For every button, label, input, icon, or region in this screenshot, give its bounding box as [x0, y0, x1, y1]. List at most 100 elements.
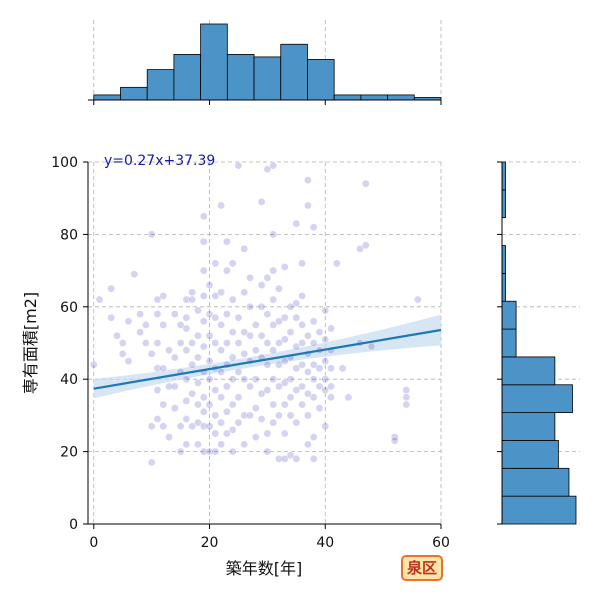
- scatter-point: [252, 346, 260, 355]
- scatter-point: [263, 310, 272, 318]
- right-hist-bar: [501, 272, 506, 302]
- scatter-point: [309, 393, 318, 402]
- top-hist-bar: [253, 56, 282, 101]
- scatter-point: [292, 342, 301, 351]
- scatter-point: [171, 382, 179, 391]
- scatter-point: [269, 346, 277, 355]
- scatter-point: [257, 302, 266, 311]
- scatter-point: [402, 400, 411, 409]
- scatter-point: [327, 324, 335, 333]
- scatter-point: [194, 331, 202, 340]
- scatter-point: [199, 342, 208, 351]
- scatter-point: [217, 321, 225, 329]
- scatter-point: [275, 411, 283, 420]
- scatter-point: [240, 328, 249, 336]
- scatter-point: [304, 411, 312, 420]
- scatter-point: [269, 400, 277, 409]
- scatter-point: [176, 422, 185, 431]
- scatter-point: [252, 321, 260, 329]
- scatter-point: [304, 368, 312, 376]
- scatter-point: [182, 313, 191, 322]
- scatter-point: [304, 389, 312, 398]
- scatter-point: [309, 317, 318, 326]
- scatter-point: [176, 321, 185, 329]
- scatter-point: [263, 165, 272, 174]
- scatter-point: [211, 313, 220, 322]
- scatter-point: [263, 447, 272, 456]
- scatter-point: [153, 386, 162, 394]
- scatter-point: [234, 339, 243, 347]
- scatter-point: [211, 292, 220, 300]
- scatter-point: [228, 259, 237, 268]
- right-hist-bar: [501, 328, 517, 358]
- scatter-point: [286, 328, 295, 336]
- scatter-point: [321, 386, 330, 394]
- scatter-point: [298, 382, 306, 391]
- scatter-point: [205, 310, 214, 318]
- top-hist-bar: [307, 59, 335, 101]
- scatter-point: [304, 201, 312, 210]
- scatter-point: [182, 324, 191, 333]
- regression-line: [93, 328, 442, 390]
- confidence-band: [93, 314, 441, 399]
- scatter-point: [304, 440, 312, 449]
- right-hist-bar: [501, 300, 517, 330]
- scatter-point: [292, 364, 301, 373]
- scatter-point: [182, 346, 191, 355]
- scatter-point: [292, 313, 301, 322]
- scatter-point: [223, 382, 231, 391]
- scatter-point: [211, 429, 220, 438]
- scatter-point: [280, 379, 289, 387]
- scatter-point: [240, 440, 249, 449]
- scatter-point: [257, 331, 266, 340]
- scatter-point: [234, 161, 243, 170]
- scatter-point: [246, 302, 254, 311]
- scatter-point: [280, 429, 289, 438]
- scatter-point: [234, 368, 243, 376]
- scatter-point: [246, 382, 254, 391]
- scatter-point: [153, 364, 162, 373]
- scatter-point: [402, 386, 411, 394]
- right-hist-bar: [501, 412, 556, 441]
- scatter-point: [252, 433, 260, 441]
- scatter-point: [211, 411, 220, 420]
- x-tick-label: 20: [201, 535, 219, 551]
- scatter-point: [367, 342, 376, 351]
- x-tick-label: 60: [432, 535, 450, 551]
- scatter-point: [217, 440, 225, 449]
- scatter-point: [147, 458, 156, 467]
- scatter-point: [292, 219, 301, 228]
- scatter-point: [147, 230, 156, 239]
- scatter-point: [199, 317, 208, 326]
- scatter-point: [321, 335, 330, 344]
- scatter-point: [234, 393, 243, 402]
- scatter-point: [228, 426, 237, 434]
- scatter-point: [257, 389, 266, 398]
- scatter-point: [269, 418, 277, 427]
- scatter-point: [176, 339, 185, 347]
- scatter-point: [211, 386, 220, 394]
- scatter-point: [217, 346, 225, 355]
- right-hist-bar: [501, 245, 506, 274]
- scatter-point: [298, 400, 306, 409]
- scatter-point: [327, 382, 335, 391]
- scatter-point: [228, 400, 237, 409]
- scatter-point: [246, 274, 254, 282]
- scatter-point: [315, 382, 324, 391]
- scatter-point: [153, 339, 162, 347]
- scatter-point: [159, 422, 168, 431]
- scatter-point: [182, 375, 191, 384]
- x-tick-label: 40: [316, 535, 334, 551]
- scatter-point: [142, 339, 150, 347]
- right-hist-bar: [501, 467, 570, 497]
- y-tick-label: 40: [60, 372, 78, 388]
- scatter-point: [292, 386, 301, 394]
- top-hist-bar: [280, 43, 308, 101]
- scatter-point: [240, 245, 249, 253]
- x-tick-label: 0: [89, 535, 98, 551]
- scatter-point: [280, 335, 289, 344]
- scatter-point: [165, 382, 173, 391]
- scatter-point: [298, 321, 306, 329]
- top-hist-bar: [200, 23, 228, 101]
